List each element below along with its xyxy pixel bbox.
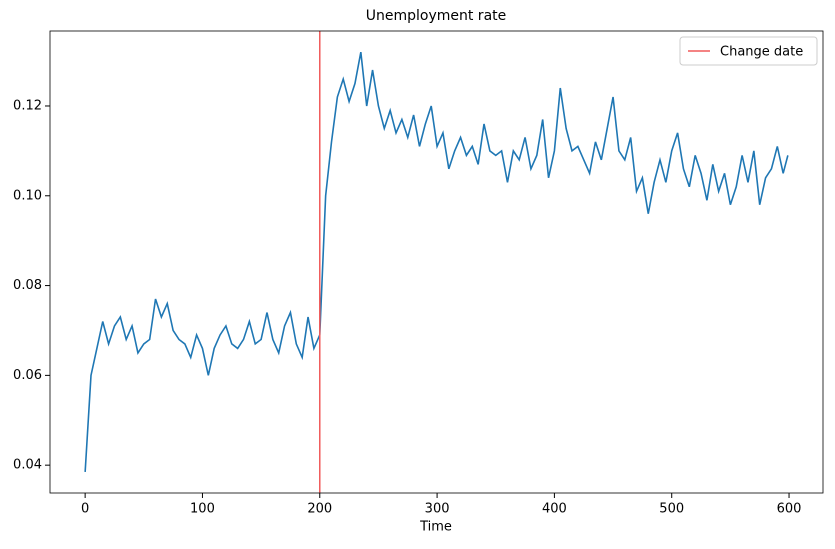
x-tick-label: 300: [425, 502, 450, 517]
chart-title: Unemployment rate: [366, 8, 507, 24]
legend-box: [679, 36, 818, 66]
x-tick-label: 600: [777, 502, 802, 517]
x-axis-label: Time: [419, 520, 452, 535]
x-tick-label: 500: [659, 502, 684, 517]
x-tick-label: 200: [307, 502, 332, 517]
y-tick-label: 0.08: [13, 278, 42, 293]
y-tick-label: 0.04: [13, 458, 42, 473]
x-tick-label: 0: [81, 502, 89, 517]
plot-frame: [49, 30, 824, 494]
y-tick-label: 0.12: [13, 98, 42, 113]
data-line: [84, 51, 789, 472]
y-tick-label: 0.06: [13, 368, 42, 383]
x-tick-label: 400: [542, 502, 567, 517]
y-tick-label: 0.10: [13, 188, 42, 203]
x-tick-label: 100: [190, 502, 215, 517]
legend-label: Change date: [720, 45, 803, 60]
